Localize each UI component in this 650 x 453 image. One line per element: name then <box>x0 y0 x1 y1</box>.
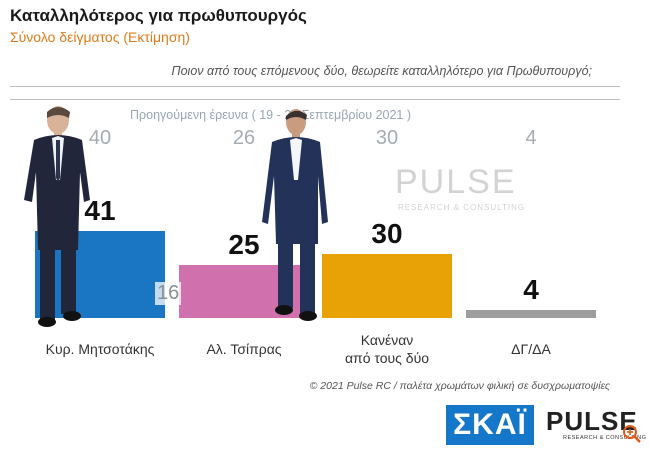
divider-bottom <box>10 99 620 100</box>
pulse-logo: PULSE <box>546 406 638 436</box>
category-label-line1: ΔΓ/ΔΑ <box>511 341 551 357</box>
divider-top <box>10 86 620 87</box>
category-label-line2: από τους δύο <box>344 349 430 366</box>
photo-tsipras <box>262 109 328 321</box>
pulse-logo-sub: RESEARCH & CONSULTING <box>563 435 647 441</box>
prev-value-tsipras: 26 <box>232 127 256 149</box>
zoom-in-icon[interactable] <box>622 424 642 444</box>
prev-value-mitsotakis: 40 <box>88 127 112 149</box>
overlay-number: 16 <box>155 282 182 305</box>
value-label-mitsotakis: 41 <box>84 195 116 227</box>
survey-question: Ποιον από τους επόμενους δύο, θεωρείτε κ… <box>171 64 592 78</box>
chart-title: Καταλληλότερος για πρωθυπουργός <box>10 6 307 25</box>
category-label-tsipras: Αλ. Τσίπρας <box>169 341 319 359</box>
category-label-line1: Αλ. Τσίπρας <box>206 341 282 357</box>
pulse-watermark-sub: RESEARCH & CONSULTING <box>398 203 526 212</box>
category-label-dk: ΔΓ/ΔΑ <box>456 341 606 359</box>
bar-neither <box>322 254 452 318</box>
category-label-mitsotakis: Κυρ. Μητσοτάκης <box>25 341 175 359</box>
prev-value-dk: 4 <box>525 127 537 149</box>
photo-mitsotakis <box>24 106 90 327</box>
category-label-line1: Κανέναν <box>360 332 414 348</box>
pulse-watermark: PULSE <box>395 163 517 201</box>
prev-value-neither: 30 <box>375 127 399 149</box>
category-label-line1: Κυρ. Μητσοτάκης <box>45 341 155 357</box>
previous-survey-caption: Προηγούμενη έρευνα ( 19 - 21 Σεπτεμβρίου… <box>130 108 412 122</box>
bar-dk <box>466 309 596 318</box>
copyright-footer: © 2021 Pulse RC / παλέτα χρωμάτων φιλική… <box>309 380 610 392</box>
chart-subtitle: Σύνολο δείγματος (Εκτίμηση) <box>10 29 190 45</box>
category-label-neither: Κανέναν από τους δύο <box>312 332 462 367</box>
skai-logo: ΣΚΑΪ <box>446 405 534 445</box>
value-label-dk: 4 <box>523 273 539 305</box>
value-label-tsipras: 25 <box>228 229 260 260</box>
value-label-neither: 30 <box>371 218 403 250</box>
